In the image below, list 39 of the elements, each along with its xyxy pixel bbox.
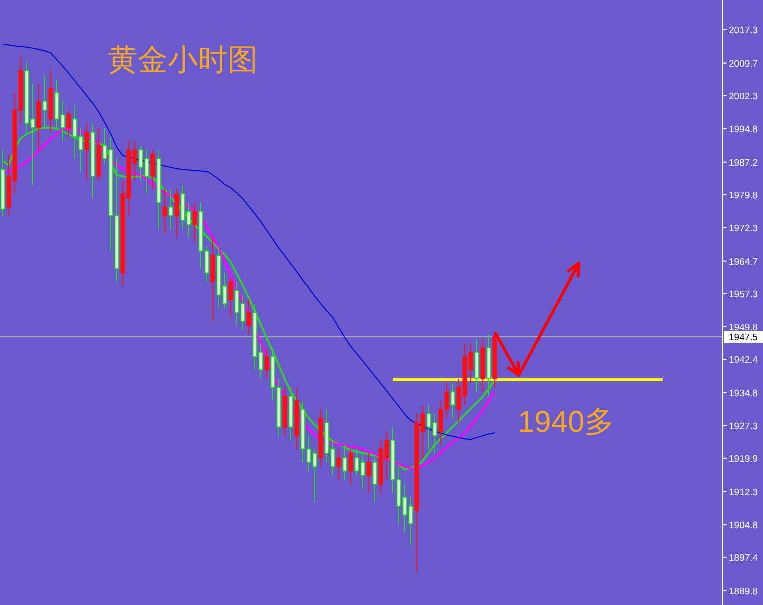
candlestick (174, 189, 180, 239)
candlestick (84, 123, 90, 182)
y-tick-label: 2009.7 (729, 58, 758, 70)
y-tick-label: 1919.9 (729, 454, 758, 465)
y-tick-label: 1904.8 (729, 520, 758, 532)
y-tick-label: 1934.8 (729, 388, 758, 400)
y-tick-label: 1972.3 (729, 223, 758, 234)
candlestick (264, 348, 270, 380)
candlestick (372, 458, 378, 503)
candlestick (168, 189, 174, 230)
y-tick-label: 1942.4 (729, 354, 758, 366)
y-tick-label: 1927.3 (729, 421, 758, 432)
text: 黄金小时图 (108, 44, 258, 77)
y-tick-label: 1949.8 (729, 322, 758, 334)
candlestick (42, 74, 48, 129)
candlestick (192, 202, 198, 243)
candlestick (246, 299, 252, 336)
y-tick-label: 1987.2 (729, 158, 758, 169)
candlestick (228, 277, 234, 318)
y-tick-label: 1957.3 (729, 289, 758, 300)
annotation: 1940多 (518, 406, 615, 439)
y-tick-label: 1889.8 (729, 586, 758, 598)
y-tick-label: 1979.8 (729, 190, 758, 202)
ref-line-label: 1947.5 (729, 332, 758, 344)
line-series (2, 44, 496, 440)
candlestick (366, 453, 372, 494)
candlestick (348, 448, 354, 485)
candlestick (150, 150, 156, 190)
y-tick-label: 1994.8 (729, 124, 758, 136)
y-tick-label: 1912.3 (729, 487, 758, 498)
y-tick-label: 2017.3 (729, 25, 758, 36)
candlestick (336, 448, 342, 481)
y-tick-label: 2002.3 (729, 91, 758, 102)
candlestick (66, 110, 72, 138)
y-tick-label: 1897.4 (729, 552, 758, 564)
candlestick (450, 382, 456, 419)
candlestick (162, 189, 168, 234)
candlestick (342, 444, 348, 481)
y-tick-label: 1964.7 (729, 256, 758, 268)
